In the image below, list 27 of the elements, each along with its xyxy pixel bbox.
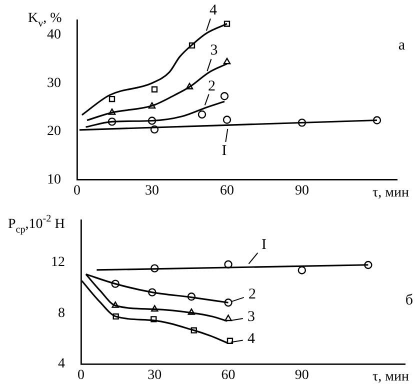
series-label: I xyxy=(262,237,267,254)
x-tick-label: 60 xyxy=(221,368,236,384)
x-tick-label: 60 xyxy=(220,184,234,199)
legend-label: 3 xyxy=(210,42,218,59)
y-tick-label: 10 xyxy=(47,172,61,188)
x-tick-label: 30 xyxy=(145,184,159,199)
legend-label: 4 xyxy=(248,330,256,347)
x-tick-label: 90 xyxy=(294,368,309,384)
x-tick-label: 0 xyxy=(78,368,84,384)
x-axis-title: τ, мин xyxy=(372,370,410,385)
y-tick-label: 30 xyxy=(47,76,61,91)
series-label: 4 xyxy=(210,2,218,18)
x-tick-label: 30 xyxy=(148,368,162,384)
y-tick-label: 40 xyxy=(47,28,61,43)
y-tick-label: 8 xyxy=(58,306,65,321)
x-tick-label: 0 xyxy=(74,184,80,199)
x-axis-title: τ, мин xyxy=(372,185,410,200)
legend-label: 3 xyxy=(248,308,256,325)
y-tick-label: 20 xyxy=(47,124,61,140)
annotation: б xyxy=(405,292,414,308)
legend-label: 2 xyxy=(248,286,256,303)
text: а xyxy=(398,37,406,54)
x-tick-label: 90 xyxy=(295,184,309,199)
y-tick-label: 4 xyxy=(58,356,65,372)
y-tick-label: 12 xyxy=(51,255,65,270)
legend-label: I xyxy=(222,143,227,160)
legend-label: 2 xyxy=(208,78,216,94)
